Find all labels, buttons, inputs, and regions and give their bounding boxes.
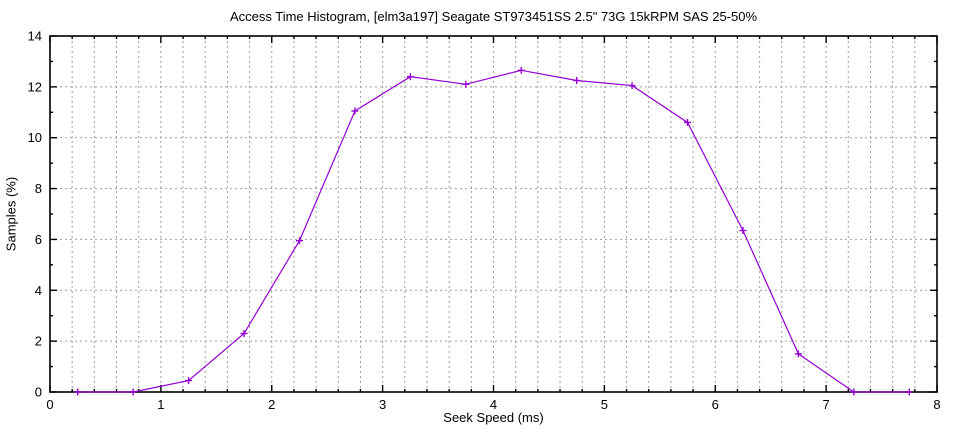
plus-marker xyxy=(351,107,359,115)
chart-title: Access Time Histogram, [elm3a197] Seagat… xyxy=(229,9,758,24)
y-tick-labels: 0 2 4 6 8 10 12 14 xyxy=(28,29,42,400)
plus-marker xyxy=(850,388,858,396)
plus-marker xyxy=(185,377,193,385)
x-tick-label: 6 xyxy=(712,397,719,412)
plus-marker xyxy=(628,82,636,90)
plus-marker xyxy=(739,227,747,235)
plot-border xyxy=(49,35,938,393)
plus-marker xyxy=(129,388,137,396)
y-tick-label: 8 xyxy=(35,181,42,196)
plus-marker xyxy=(295,237,303,245)
x-tick-label: 4 xyxy=(490,397,497,412)
x-tick-label: 0 xyxy=(46,397,53,412)
y-tick-label: 12 xyxy=(28,79,42,94)
plus-marker xyxy=(794,350,802,358)
y-tick-label: 2 xyxy=(35,334,42,349)
plus-marker xyxy=(573,77,581,84)
data-series-samples-percent xyxy=(74,66,913,396)
x-axis-label: Seek Speed (ms) xyxy=(443,410,544,425)
x-tick-label: 1 xyxy=(157,397,164,412)
x-tick-labels: 0 1 2 3 4 5 6 7 8 xyxy=(46,397,940,412)
y-tick-label: 14 xyxy=(28,29,42,44)
y-tick-label: 10 xyxy=(28,130,42,145)
plus-marker xyxy=(684,118,692,126)
y-tick-label: 0 xyxy=(35,385,42,400)
plus-marker xyxy=(905,388,913,396)
series-line xyxy=(77,69,910,393)
x-tick-label: 5 xyxy=(601,397,608,412)
plus-marker xyxy=(74,388,82,396)
x-tick-label: 2 xyxy=(268,397,275,412)
grid-lines xyxy=(50,36,937,392)
y-tick-label: 4 xyxy=(35,283,42,298)
plus-marker xyxy=(406,73,414,81)
plus-marker xyxy=(517,66,525,74)
plus-marker xyxy=(462,80,470,88)
axis-ticks xyxy=(49,35,938,393)
x-tick-label: 7 xyxy=(823,397,830,412)
y-tick-label: 6 xyxy=(35,232,42,247)
x-tick-label: 3 xyxy=(379,397,386,412)
plus-marker xyxy=(240,330,248,338)
x-tick-label: 8 xyxy=(933,397,940,412)
